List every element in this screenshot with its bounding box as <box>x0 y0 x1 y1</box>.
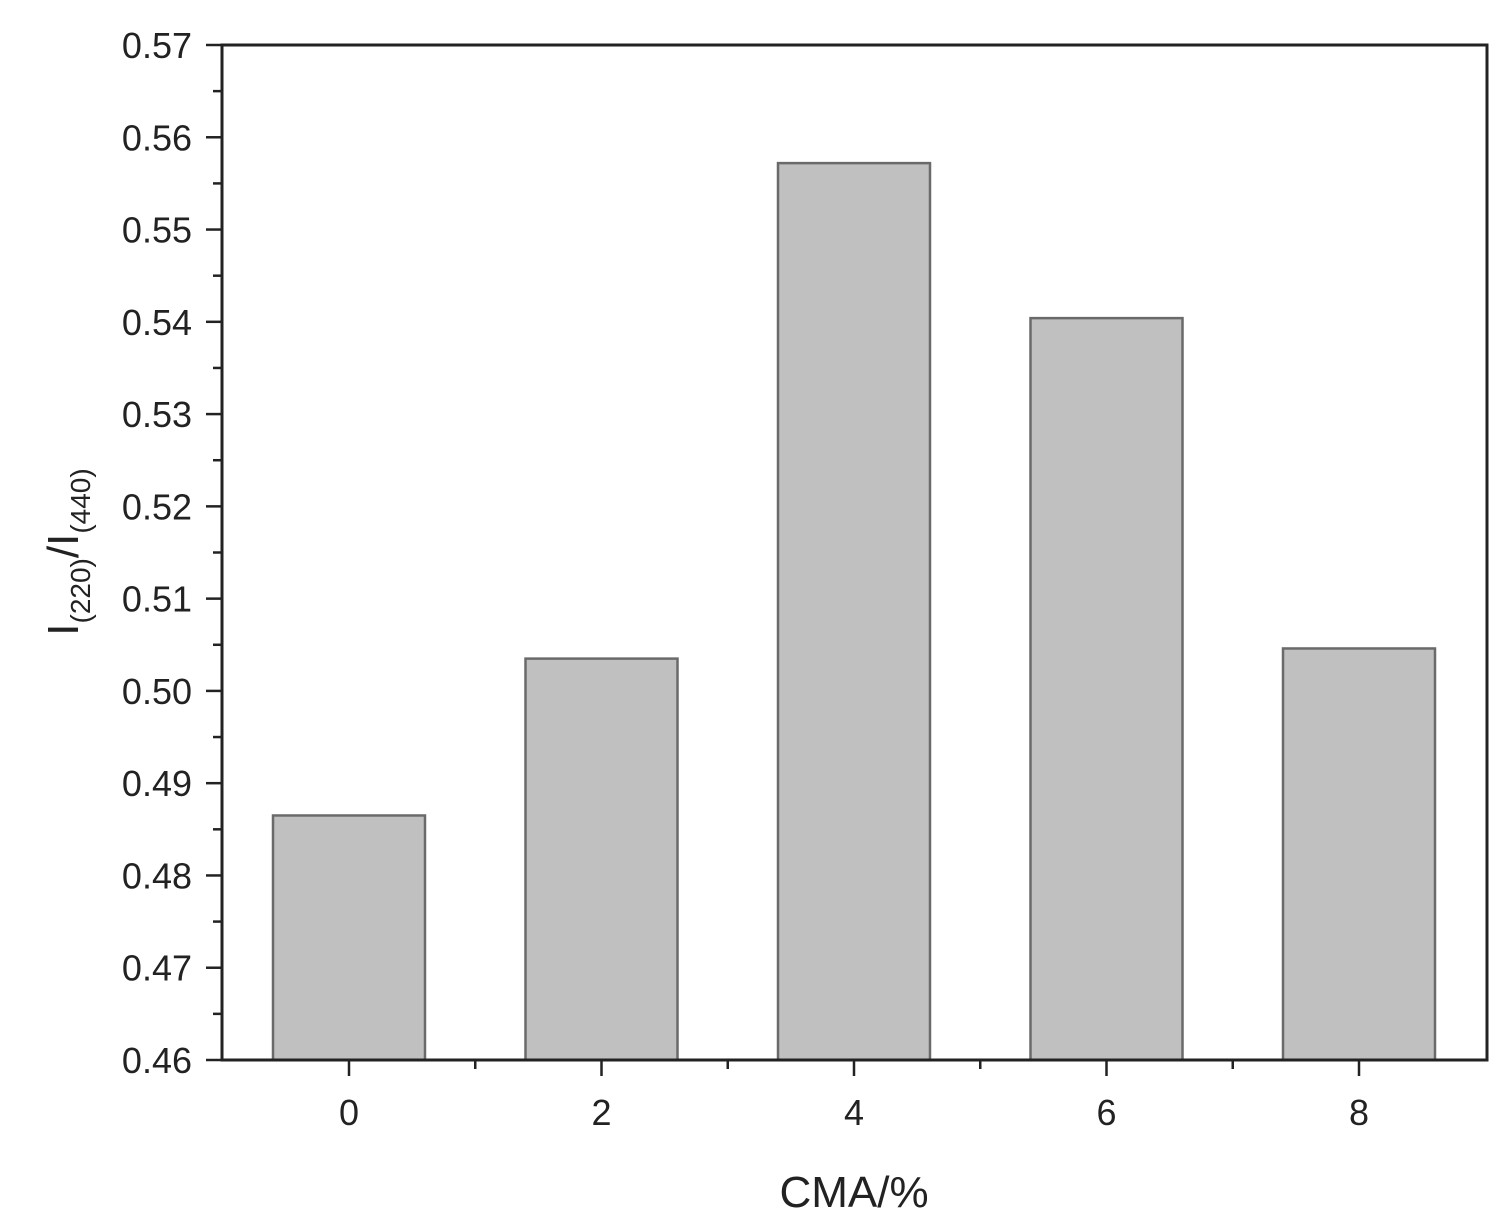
y-tick-label: 0.50 <box>122 671 192 712</box>
y-tick-label: 0.49 <box>122 763 192 804</box>
bar-0 <box>271 814 427 1062</box>
y-axis-title-sub-2: (440) <box>65 468 96 533</box>
bar-2 <box>524 657 679 1062</box>
x-tick-label: 8 <box>1349 1092 1369 1133</box>
y-tick-label: 0.52 <box>122 486 192 527</box>
y-tick-label: 0.57 <box>122 25 192 66</box>
y-tick-label: 0.53 <box>122 394 192 435</box>
x-tick-label: 0 <box>339 1092 359 1133</box>
y-tick-label: 0.46 <box>122 1040 192 1081</box>
bar-4 <box>776 161 932 1062</box>
y-tick-label: 0.47 <box>122 948 192 989</box>
y-tick-label: 0.55 <box>122 210 192 251</box>
x-axis-title: CMA/% <box>779 1168 928 1217</box>
y-axis-title-main-1: I <box>39 623 88 635</box>
x-axis: 0 2 4 6 8 <box>339 1060 1369 1133</box>
y-tick-label: 0.54 <box>122 302 192 343</box>
y-tick-label: 0.56 <box>122 117 192 158</box>
x-tick-label: 2 <box>591 1092 611 1133</box>
y-tick-label: 0.51 <box>122 579 192 620</box>
y-axis-title-sub-1: (220) <box>65 558 96 623</box>
y-tick-label: 0.48 <box>122 855 192 896</box>
x-tick-label: 6 <box>1096 1092 1116 1133</box>
y-axis-title-main-2: /I <box>39 534 88 558</box>
bar-8 <box>1281 647 1437 1062</box>
bar-group <box>271 161 1437 1062</box>
y-axis: 0.46 0.47 0.48 0.49 0.50 0.51 0.52 0.53 0.54 0.55… <box>122 25 222 1081</box>
bar-6 <box>1029 316 1184 1062</box>
y-axis-title: I(220)/I(440) <box>39 468 96 635</box>
x-tick-label: 4 <box>844 1092 864 1133</box>
